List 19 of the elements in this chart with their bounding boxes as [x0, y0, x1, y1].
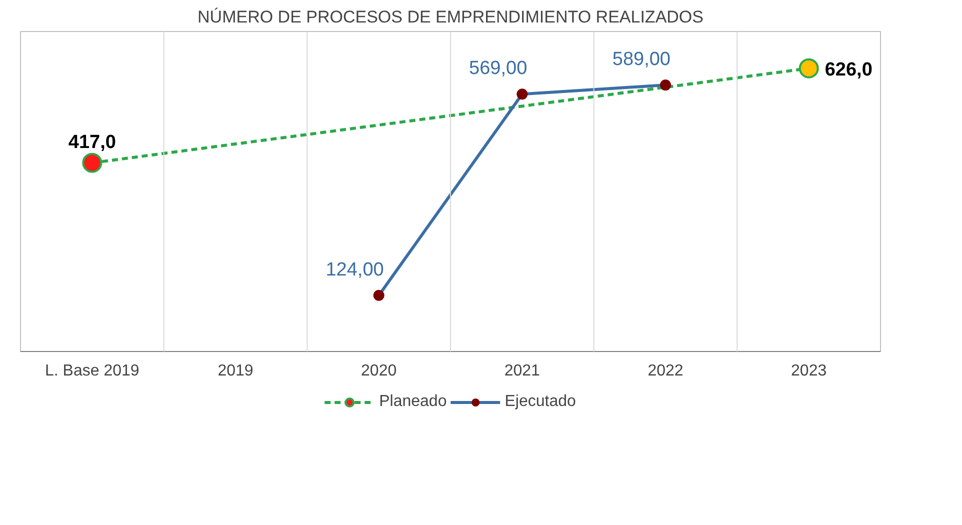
legend-label: Planeado	[379, 393, 447, 411]
data-label: 626,0	[824, 59, 872, 80]
data-label: 417,0	[68, 132, 116, 153]
x-tick-label: 2019	[218, 362, 254, 380]
point	[660, 80, 671, 91]
point	[82, 152, 102, 173]
x-tick-label: 2021	[504, 362, 540, 380]
x-tick-label: 2022	[648, 362, 684, 380]
x-tick-label: 2023	[791, 362, 827, 380]
data-label: 124,00	[326, 259, 384, 280]
legend-label: Ejecutado	[504, 393, 576, 411]
point	[798, 58, 819, 78]
data-label: 589,00	[612, 49, 671, 70]
x-tick-label: 2020	[361, 362, 397, 380]
data-label: 569,00	[469, 58, 528, 80]
point	[373, 290, 384, 301]
chart-title: NÚMERO DE PROCESOS DE EMPRENDIMIENTO REALIZADOS	[198, 8, 704, 26]
point	[516, 88, 528, 100]
x-tick-label: L. Base 2019	[45, 362, 140, 380]
